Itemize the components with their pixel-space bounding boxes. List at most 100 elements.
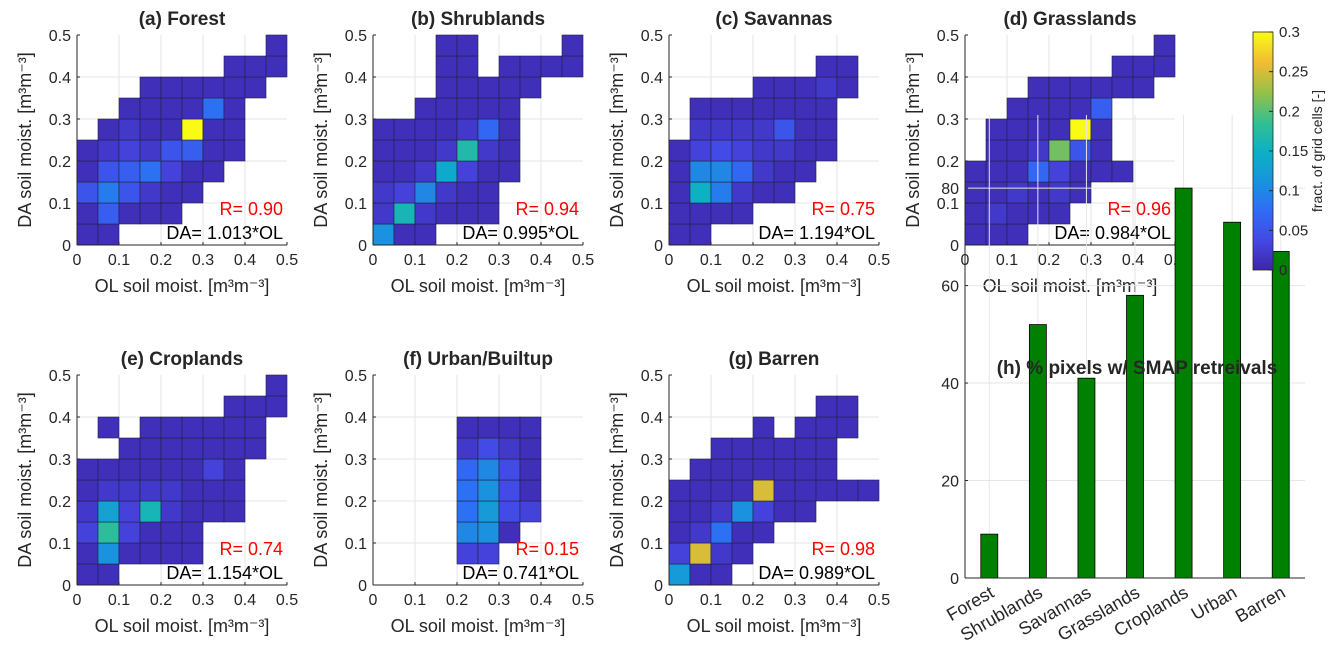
heatmap-cell	[498, 139, 521, 162]
heatmap-cell	[1069, 118, 1092, 141]
heatmap-cell	[97, 416, 120, 439]
heatmap-cell	[477, 416, 500, 439]
heatmap-cell	[223, 437, 246, 460]
x-tick-label: 0	[369, 592, 378, 609]
heatmap-cell	[710, 542, 733, 565]
y-tick-label: 0.5	[937, 28, 959, 45]
heatmap-cell	[836, 76, 859, 99]
heatmap-cell	[477, 500, 500, 523]
x-tick-label: 0.3	[192, 252, 214, 269]
heatmap-cell	[456, 181, 479, 204]
x-tick-label: 0.4	[234, 252, 256, 269]
heatmap-cell	[1048, 97, 1071, 120]
x-tick-label: 0.4	[234, 592, 256, 609]
y-axis-label: DA soil moist. [m³m⁻³]	[311, 392, 331, 568]
heatmap-cell	[752, 416, 775, 439]
heatmap-cell	[752, 458, 775, 481]
heatmap-cell	[244, 55, 267, 78]
x-tick-label: 0.1	[108, 592, 130, 609]
heatmap-cell	[710, 139, 733, 162]
heatmap-cell	[97, 202, 120, 225]
heatmap-cell	[393, 223, 416, 246]
fit-equation-label: DA= 0.995*OL	[462, 223, 579, 243]
heatmap-cell	[1048, 118, 1071, 141]
heatmap-cell	[139, 139, 162, 162]
x-tick-label: 0	[73, 252, 82, 269]
y-tick-label: 0.2	[49, 154, 71, 171]
y-tick-label: 0.2	[937, 154, 959, 171]
x-tick-label: 0	[369, 252, 378, 269]
y-axis-label: DA soil moist. [m³m⁻³]	[311, 52, 331, 228]
heatmap-cell	[794, 437, 817, 460]
y-axis-label: DA soil moist. [m³m⁻³]	[607, 392, 627, 568]
heatmap-cell	[1153, 34, 1176, 57]
heatmap-cell	[202, 500, 225, 523]
heatmap-cell	[731, 521, 754, 544]
y-tick-label: 0.4	[49, 70, 71, 87]
x-tick-label: 0.5	[868, 592, 890, 609]
heatmap-cell	[794, 139, 817, 162]
x-tick-label: 0.4	[826, 252, 848, 269]
heatmap-cell	[1069, 160, 1092, 183]
x-tick-label: 0.4	[1122, 252, 1144, 269]
heatmap-cell	[477, 202, 500, 225]
heatmap-cell	[815, 437, 838, 460]
heatmap-cell	[773, 458, 796, 481]
heatmap-cell	[1006, 118, 1029, 141]
heatmap-panel-6: 0 0.1 0.2 0.3 0.4 0.5 0 0.1 0.2 0.3 0.4 0.5 (f) Urba…	[311, 349, 594, 636]
y-tick-label: 0.2	[49, 494, 71, 511]
heatmap-cell	[372, 160, 395, 183]
x-tick-label: 0.5	[572, 252, 594, 269]
heatmap-cell	[160, 416, 183, 439]
panels: 0 0.1 0.2 0.3 0.4 0.5 0 0.1 0.2 0.3 0.4 0.5 (a) Fore…	[15, 9, 1305, 645]
heatmap-cell	[456, 479, 479, 502]
y-tick-label: 0.1	[641, 536, 663, 553]
heatmap-cell	[964, 181, 987, 204]
y-tick-label: 20	[941, 474, 959, 491]
correlation-label: R= 0.75	[811, 199, 875, 219]
y-tick-label: 0.1	[345, 536, 367, 553]
x-axis-label: OL soil moist. [m³m⁻³]	[687, 616, 862, 636]
correlation-label: R= 0.90	[219, 199, 283, 219]
heatmap-cell	[139, 416, 162, 439]
heatmap-cell	[1069, 97, 1092, 120]
heatmap-cell	[477, 521, 500, 544]
y-tick-label: 0.4	[49, 410, 71, 427]
x-axis-label: OL soil moist. [m³m⁻³]	[687, 276, 862, 296]
correlation-label: R= 0.74	[219, 539, 283, 559]
heatmap-cell	[477, 139, 500, 162]
x-tick-label: 0.1	[404, 592, 426, 609]
heatmap-cell	[1027, 139, 1050, 162]
heatmap-cell	[1153, 55, 1176, 78]
heatmap-cell	[181, 479, 204, 502]
heatmap-cell	[202, 458, 225, 481]
heatmap-cell	[498, 55, 521, 78]
heatmap-cell	[773, 97, 796, 120]
heatmap-cell	[710, 160, 733, 183]
heatmap-cell	[731, 118, 754, 141]
heatmap-cell	[477, 118, 500, 141]
heatmap-cell	[97, 458, 120, 481]
heatmap-cell	[456, 34, 479, 57]
heatmap-cell	[1048, 139, 1071, 162]
x-tick-label: 0.1	[996, 252, 1018, 269]
heatmap-cell	[244, 395, 267, 418]
heatmap-cell	[689, 97, 712, 120]
heatmap-cell	[414, 160, 437, 183]
heatmap-cell	[265, 34, 288, 57]
heatmap-cell	[160, 500, 183, 523]
heatmap-cell	[1069, 139, 1092, 162]
heatmap-cell	[202, 139, 225, 162]
heatmap-cell	[372, 202, 395, 225]
heatmap-cell	[160, 97, 183, 120]
panel-title: (f) Urban/Builtup	[403, 349, 553, 370]
heatmap-cell	[393, 181, 416, 204]
heatmap-cell	[1111, 76, 1134, 99]
heatmap-cell	[477, 97, 500, 120]
heatmap-cell	[181, 76, 204, 99]
heatmap-cell	[689, 223, 712, 246]
heatmap-cell	[97, 563, 120, 586]
y-axis-label: DA soil moist. [m³m⁻³]	[15, 52, 35, 228]
heatmap-cell	[435, 181, 458, 204]
heatmap-cell	[1006, 223, 1029, 246]
